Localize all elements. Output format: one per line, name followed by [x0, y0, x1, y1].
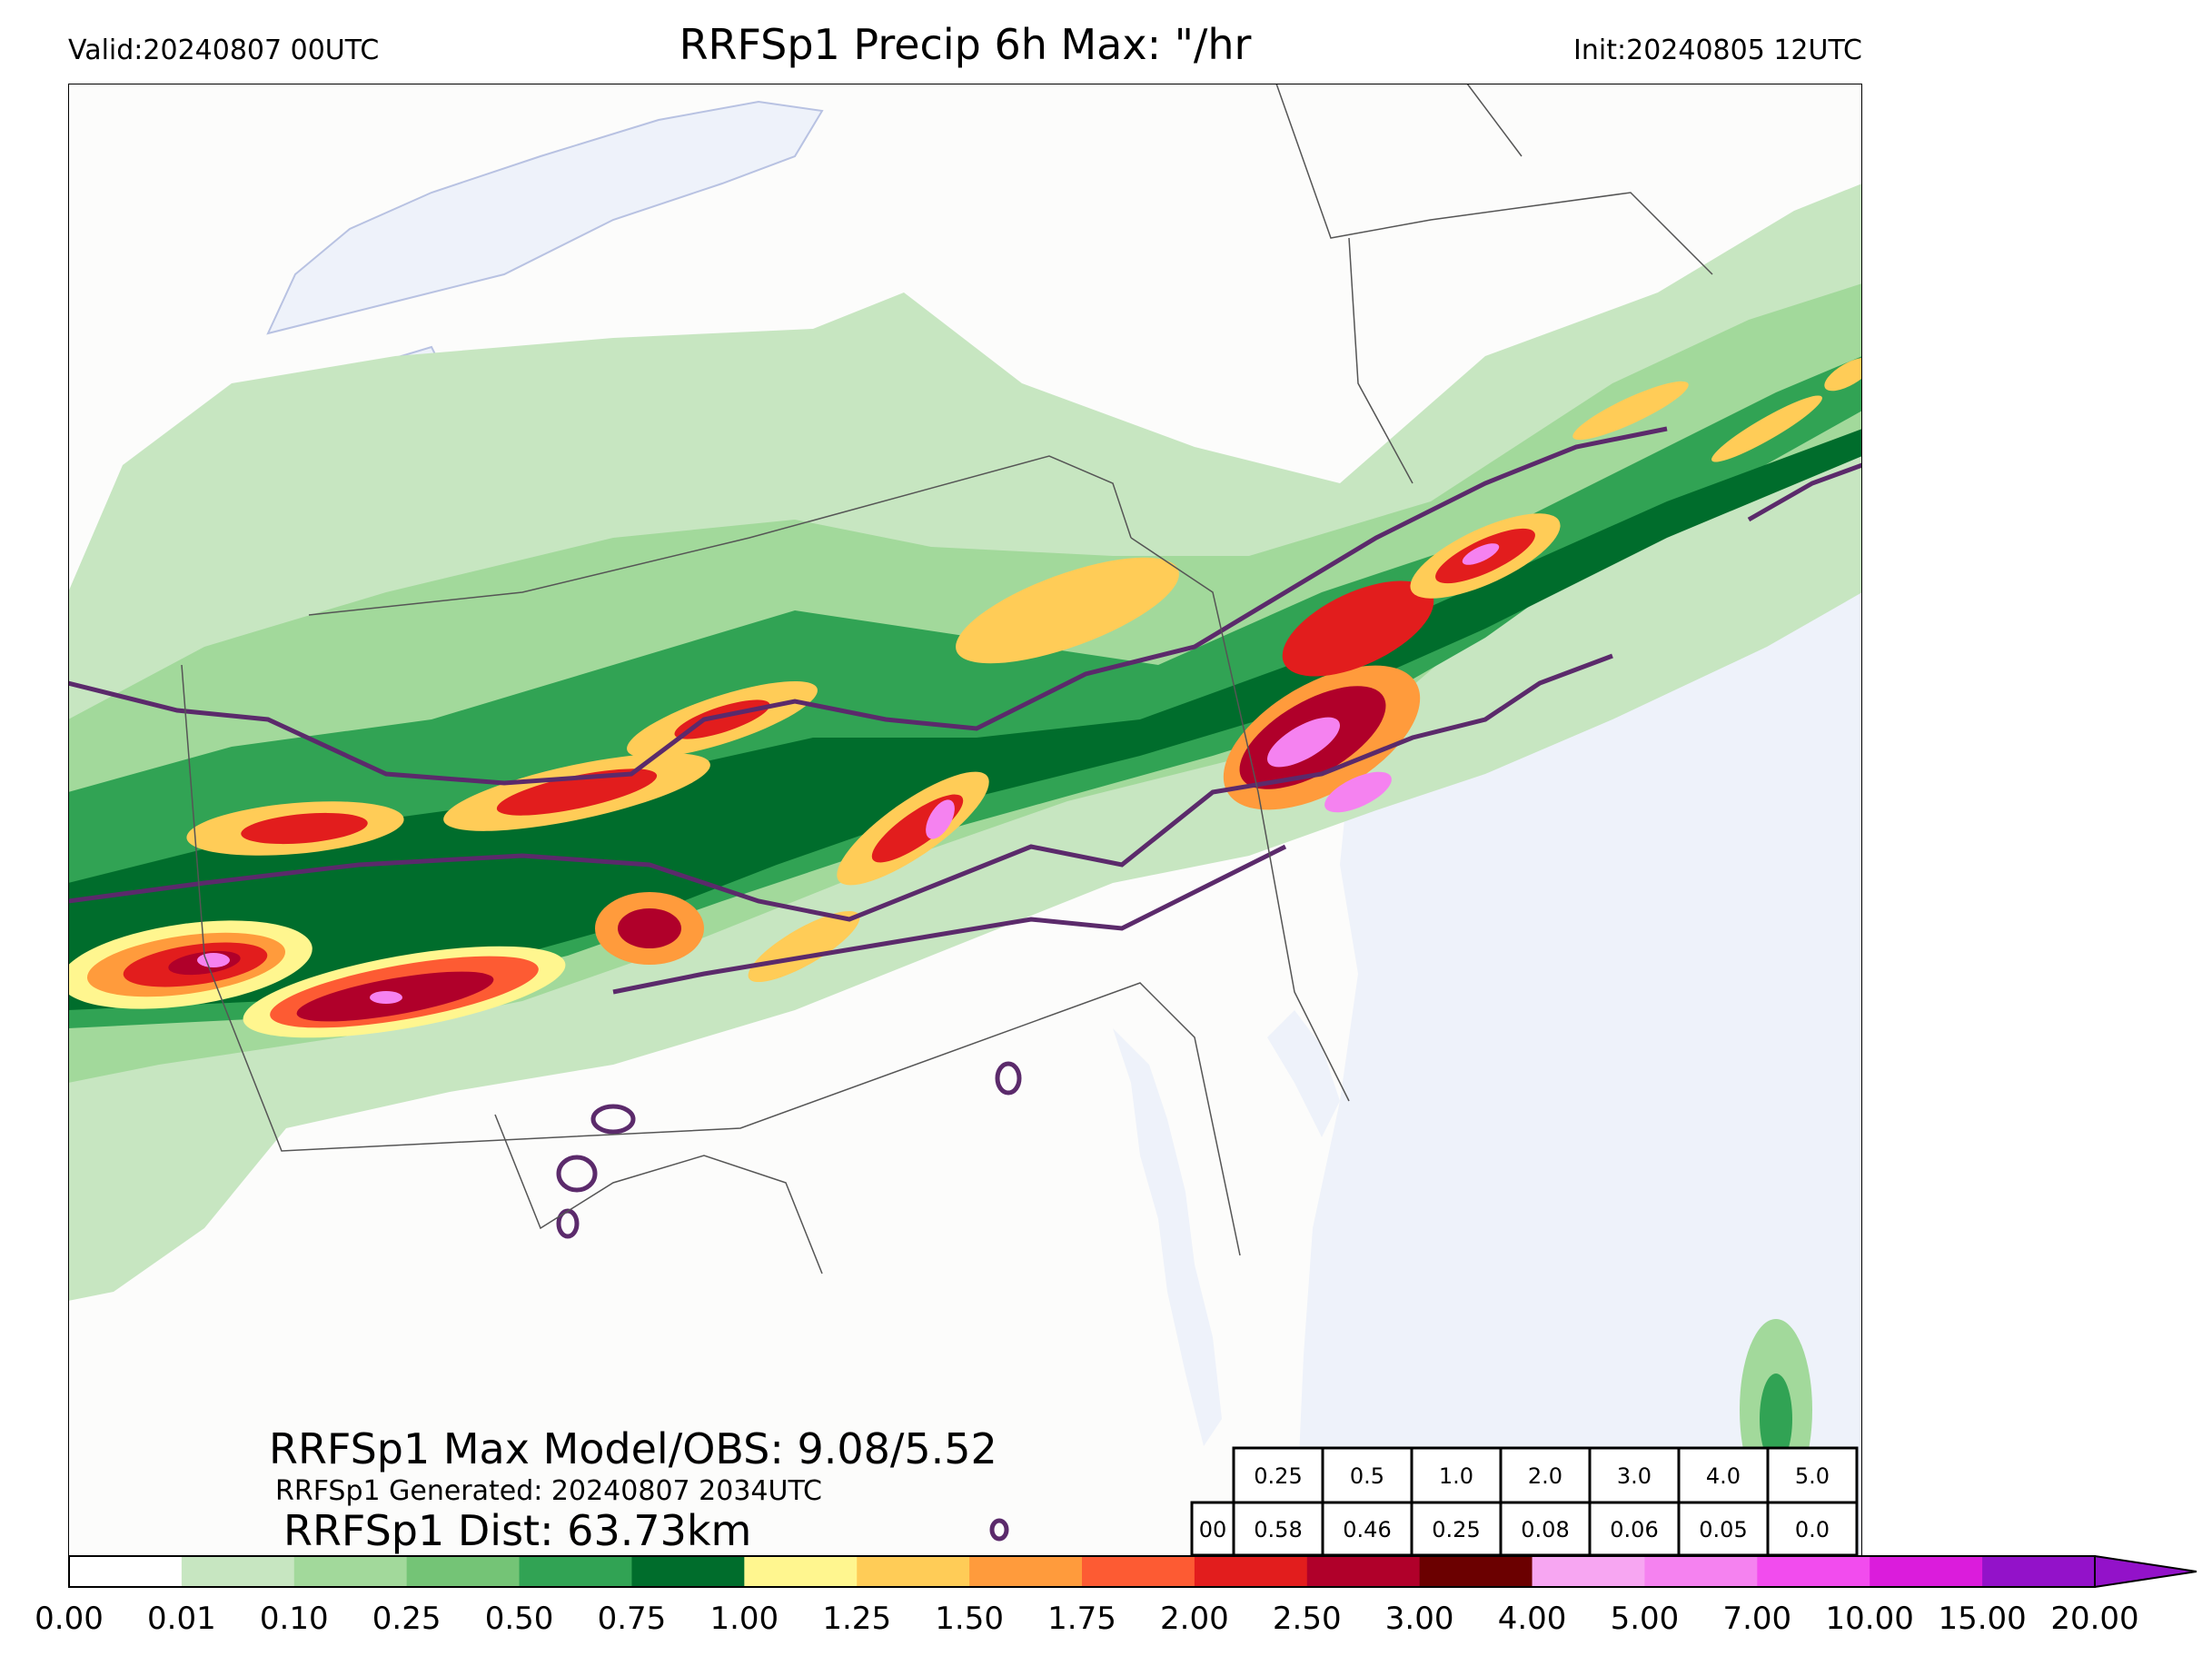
- table-threshold: 5.0: [1795, 1463, 1830, 1489]
- colorbar-tick-label: 15.00: [1938, 1601, 2027, 1637]
- table-cell: [1410, 1446, 1503, 1504]
- colorbar-segment: [1982, 1556, 2096, 1587]
- table-value: 0.25: [1432, 1517, 1480, 1542]
- table-threshold: 0.5: [1350, 1463, 1384, 1489]
- table-cell: [1588, 1446, 1681, 1504]
- table-value: 0.58: [1254, 1517, 1302, 1542]
- colorbar-segment: [1532, 1556, 1645, 1587]
- table-threshold: 0.25: [1254, 1463, 1302, 1489]
- colorbar-segment: [1644, 1556, 1758, 1587]
- max-model-obs: RRFSp1 Max Model/OBS: 9.08/5.52: [269, 1424, 997, 1473]
- colorbar-segment: [1194, 1556, 1308, 1587]
- colorbar-segment: [1419, 1556, 1533, 1587]
- colorbar-tick-label: 0.01: [147, 1601, 216, 1637]
- table-cell: [1766, 1446, 1859, 1504]
- colorbar-tick-label: 3.00: [1384, 1601, 1454, 1637]
- table-value: 0.06: [1610, 1517, 1658, 1542]
- colorbar-segment: [1306, 1556, 1421, 1587]
- table-row-label: 00: [1199, 1517, 1227, 1542]
- table-value: 0.05: [1699, 1517, 1747, 1542]
- colorbar-tick-label: 0.25: [372, 1601, 441, 1637]
- map-title: RRFSp1 Precip 6h Max: "/hr: [679, 20, 1252, 69]
- table-cell: [1321, 1446, 1413, 1504]
- colorbar-tick-label: 1.75: [1047, 1601, 1116, 1637]
- precip-map: [68, 84, 1862, 1557]
- table-cell: [1677, 1446, 1770, 1504]
- colorbar-segment: [857, 1556, 970, 1587]
- table-value: 0.0: [1795, 1517, 1830, 1542]
- colorbar-tick-label: 0.75: [597, 1601, 667, 1637]
- table-threshold: 2.0: [1528, 1463, 1562, 1489]
- table-threshold: 1.0: [1439, 1463, 1473, 1489]
- colorbar-segment: [69, 1556, 183, 1587]
- colorbar-tick-label: 10.00: [1825, 1601, 1914, 1637]
- colorbar-tick-label: 4.00: [1497, 1601, 1567, 1637]
- table-value: 0.46: [1343, 1517, 1391, 1542]
- valid-time: Valid:20240807 00UTC: [68, 35, 380, 66]
- colorbar-tick-label: 1.50: [935, 1601, 1004, 1637]
- colorbar-tick-label: 0.00: [35, 1601, 104, 1637]
- colorbar-tick-label: 20.00: [2050, 1601, 2139, 1637]
- colorbar-segment: [1082, 1556, 1195, 1587]
- colorbar-tick-label: 1.25: [822, 1601, 892, 1637]
- colorbar-tick-label: 2.00: [1160, 1601, 1229, 1637]
- colorbar-tick-label: 2.50: [1272, 1601, 1342, 1637]
- distance: RRFSp1 Dist: 63.73km: [283, 1506, 752, 1555]
- table-cell: [1232, 1501, 1324, 1557]
- lake-ontario: [266, 100, 824, 335]
- colorbar: [68, 1555, 2197, 1588]
- state-borders: [181, 84, 1713, 1274]
- table-cell: [1499, 1501, 1592, 1557]
- colorbar-tick-label: 0.50: [484, 1601, 554, 1637]
- colorbar-segment: [181, 1556, 295, 1587]
- colorbar-segment: [631, 1556, 745, 1587]
- colorbar-segment: [293, 1556, 408, 1587]
- colorbar-segment: [1870, 1556, 1983, 1587]
- obs-contours: [68, 426, 1862, 1542]
- colorbar-tick-label: 5.00: [1610, 1601, 1680, 1637]
- table-cell: [1499, 1446, 1592, 1504]
- table-threshold: 3.0: [1617, 1463, 1652, 1489]
- colorbar-segment: [1757, 1556, 1870, 1587]
- colorbar-tick-label: 0.10: [259, 1601, 329, 1637]
- init-time: Init:20240805 12UTC: [1573, 35, 1862, 66]
- table-value: 0.08: [1521, 1517, 1569, 1542]
- colorbar-segment: [969, 1556, 1083, 1587]
- colorbar-segment: [406, 1556, 521, 1587]
- generated-time: RRFSp1 Generated: 20240807 2034UTC: [275, 1475, 822, 1507]
- table-cell: [1588, 1501, 1681, 1557]
- table-threshold: 4.0: [1706, 1463, 1741, 1489]
- delaware-bay: [1267, 1010, 1340, 1137]
- precip-swath-dark: [68, 429, 1862, 1010]
- colorbar-tick-label: 1.00: [709, 1601, 779, 1637]
- colorbar-segment: [519, 1556, 632, 1587]
- chesapeake-bay: [1113, 1028, 1222, 1446]
- colorbar-extend-arrow: [2094, 1555, 2197, 1588]
- verification-table: 0.25 0.5 1.0 2.0 3.0 4.0 5.0 00 0.58 0.46 0.25 0.08…: [1190, 1446, 1859, 1557]
- table-cell: [1190, 1501, 1235, 1557]
- colorbar-segment: [744, 1556, 858, 1587]
- colorbar-tick-label: 7.00: [1722, 1601, 1792, 1637]
- table-cell: [1766, 1501, 1859, 1557]
